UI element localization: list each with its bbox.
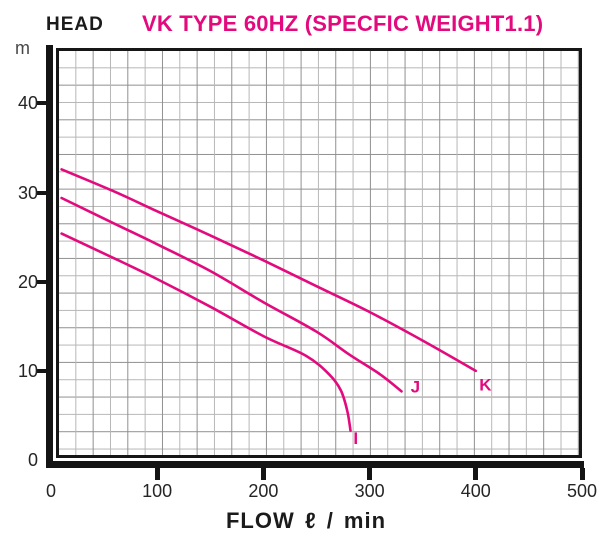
x-tick-mark-500 bbox=[579, 468, 585, 480]
y-axis-unit: m bbox=[15, 38, 30, 58]
y-tick-mark-10 bbox=[36, 368, 47, 373]
x-tick-label-200: 200 bbox=[248, 481, 279, 501]
x-tick-label-300: 300 bbox=[354, 481, 385, 501]
curve-K bbox=[60, 168, 478, 373]
y-tick-label-0: 0 bbox=[27, 450, 38, 470]
curve-I bbox=[60, 232, 352, 432]
curve-label-K: K bbox=[479, 376, 492, 395]
y-tick-label-20: 20 bbox=[17, 271, 38, 292]
x-axis-line bbox=[46, 461, 584, 468]
y-tick-label-40: 40 bbox=[17, 93, 38, 114]
x-axis-title: FLOW ℓ / min bbox=[225, 508, 387, 533]
x-tick-label-400: 400 bbox=[460, 481, 491, 501]
y-tick-mark-40 bbox=[36, 101, 47, 106]
plot-area-grid: I J K bbox=[56, 48, 582, 458]
x-tick-label-500: 500 bbox=[566, 481, 598, 501]
y-tick-label-30: 30 bbox=[17, 182, 38, 203]
x-tick-label-0: 0 bbox=[45, 481, 57, 501]
x-tick-mark-200 bbox=[260, 468, 266, 480]
y-axis-line bbox=[46, 45, 53, 468]
curve-label-J: J bbox=[411, 377, 420, 396]
x-tick-label-100: 100 bbox=[142, 481, 173, 501]
chart-title: VK TYPE 60HZ (SPECFIC WEIGHT1.1) bbox=[142, 11, 544, 36]
x-tick-mark-300 bbox=[367, 468, 373, 480]
y-axis-title: HEAD bbox=[46, 14, 104, 35]
curve-label-I: I bbox=[353, 429, 358, 448]
curves-svg: I J K bbox=[60, 168, 492, 448]
y-tick-label-10: 10 bbox=[17, 360, 38, 381]
y-tick-mark-20 bbox=[36, 279, 47, 284]
y-tick-mark-30 bbox=[36, 190, 47, 195]
x-tick-mark-100 bbox=[154, 468, 160, 480]
x-tick-mark-400 bbox=[473, 468, 479, 480]
curve-J bbox=[60, 196, 403, 393]
